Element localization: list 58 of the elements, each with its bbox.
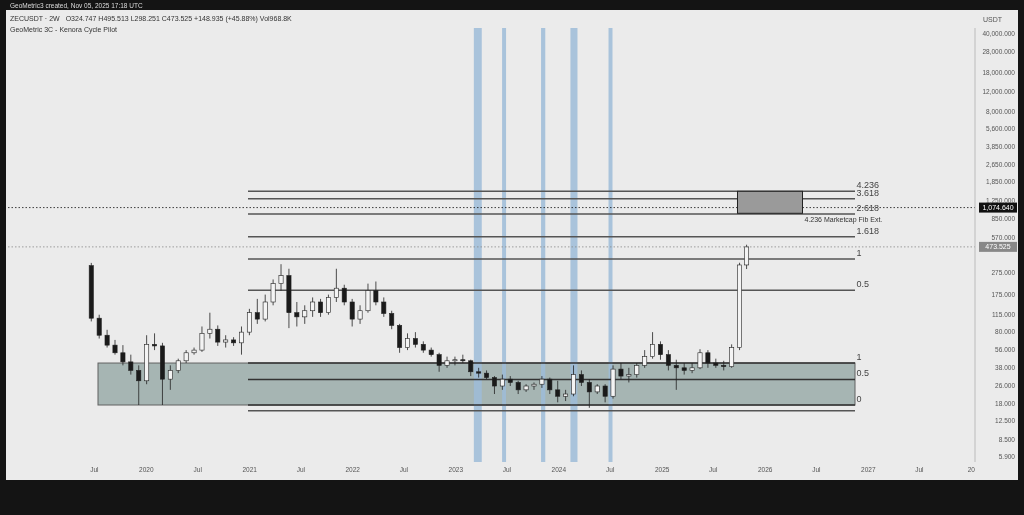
candlestick <box>673 359 679 391</box>
candlestick <box>531 382 537 391</box>
candlestick <box>365 283 371 314</box>
candlestick <box>136 364 142 406</box>
candlestick <box>341 284 347 306</box>
candlestick <box>452 356 458 366</box>
candlestick <box>207 312 213 339</box>
candlestick <box>215 325 221 347</box>
candlestick <box>270 279 276 306</box>
candlestick <box>357 304 363 325</box>
candlestick <box>373 281 379 306</box>
annotation: 0.5 <box>856 279 869 290</box>
candlestick <box>262 294 268 322</box>
candlestick <box>246 308 252 336</box>
candlestick <box>555 380 561 403</box>
candlestick <box>586 378 592 409</box>
candlestick <box>744 244 750 270</box>
candlestick <box>120 344 126 366</box>
candlestick <box>302 304 308 325</box>
candlestick <box>294 301 300 327</box>
candlestick <box>326 294 331 316</box>
candlestick <box>729 343 735 369</box>
candlestick <box>650 331 655 360</box>
annotation: 0.5 <box>856 368 869 379</box>
candlestick <box>96 314 102 339</box>
candlestick <box>397 323 403 354</box>
candlestick <box>104 329 110 348</box>
candlestick <box>239 326 244 356</box>
candlestick <box>223 334 229 348</box>
annotation: 1.618 <box>856 225 879 236</box>
candlestick <box>539 375 545 389</box>
annotation: 1 <box>856 247 862 258</box>
annotation: 0 <box>856 394 862 404</box>
candlestick <box>254 298 260 325</box>
candlestick <box>152 332 157 351</box>
candlestick <box>278 263 284 292</box>
candlestick <box>389 310 395 330</box>
candlestick <box>571 364 576 397</box>
candlestick <box>199 326 205 353</box>
candlestick <box>658 340 663 361</box>
candlestick <box>436 352 442 373</box>
candlestick <box>618 362 624 380</box>
annotation: 2.618 <box>856 203 879 214</box>
annotation: 1 <box>856 352 862 363</box>
candlestick <box>310 297 316 318</box>
candlestick <box>349 298 355 327</box>
candlestick <box>602 383 608 403</box>
candlestick <box>697 348 703 370</box>
candlestick <box>444 356 450 369</box>
candlestick <box>128 354 134 375</box>
candlestick <box>626 367 632 383</box>
candlestick <box>689 362 695 374</box>
candlestick <box>112 339 118 356</box>
candlestick <box>665 349 671 371</box>
candlestick <box>191 347 197 356</box>
candlestick <box>381 297 387 318</box>
candlestick <box>333 268 339 303</box>
candlestick <box>167 364 173 391</box>
